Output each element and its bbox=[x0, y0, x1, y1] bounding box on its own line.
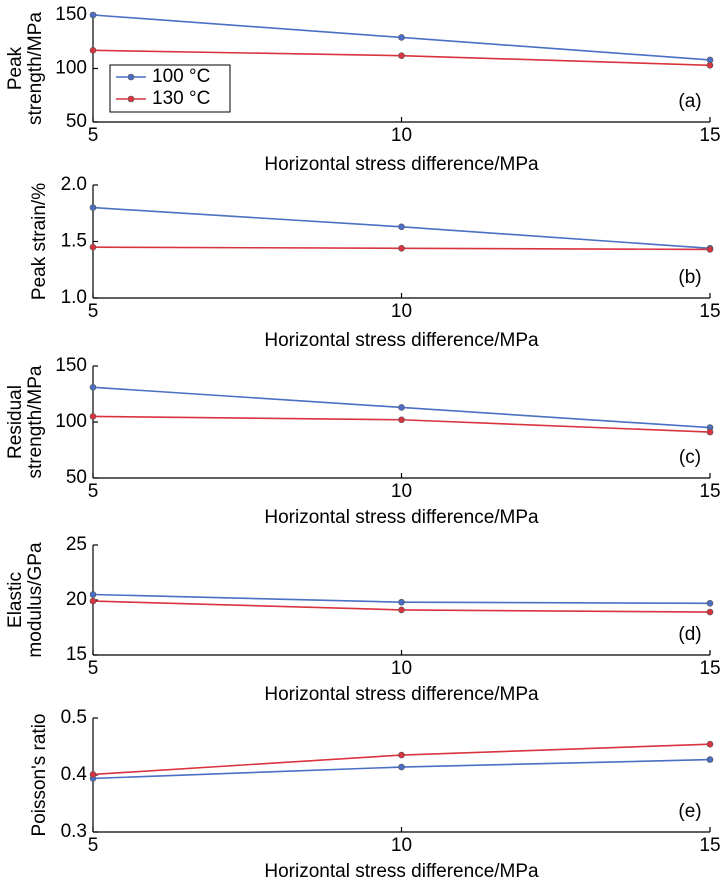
x-tick-label: 10 bbox=[391, 301, 412, 322]
x-axis-label: Horizontal stress difference/MPa bbox=[264, 154, 539, 175]
y-tick-label: 1.5 bbox=[61, 231, 87, 252]
y-axis-label: Peak bbox=[5, 46, 26, 90]
data-point bbox=[706, 246, 714, 253]
legend-label: 100 °C bbox=[152, 66, 210, 87]
data-point bbox=[398, 34, 405, 41]
data-point bbox=[89, 771, 97, 778]
y-axis-label: Poisson's ratio bbox=[29, 714, 50, 837]
data-point bbox=[706, 599, 714, 607]
data-point bbox=[398, 751, 405, 759]
data-point bbox=[398, 416, 405, 424]
y-tick-label: 50 bbox=[66, 111, 87, 132]
data-point bbox=[89, 47, 97, 54]
y-tick-label: 0.4 bbox=[61, 764, 88, 785]
y-tick-label: 2.0 bbox=[61, 174, 87, 195]
x-tick-label: 15 bbox=[699, 658, 720, 679]
x-tick-label: 5 bbox=[88, 481, 99, 502]
panel-label: (a) bbox=[678, 91, 701, 112]
x-tick-label: 15 bbox=[699, 125, 720, 146]
y-tick-label: 100 bbox=[55, 58, 87, 79]
data-point bbox=[89, 383, 97, 391]
y-tick-label: 100 bbox=[55, 411, 87, 432]
panel-label: (b) bbox=[678, 267, 701, 288]
data-point bbox=[706, 428, 714, 436]
x-axis-label: Horizontal stress difference/MPa bbox=[264, 861, 539, 882]
y-axis-label: strength/MPa bbox=[25, 365, 46, 478]
x-tick-label: 15 bbox=[699, 835, 720, 856]
y-tick-label: 20 bbox=[66, 589, 87, 610]
data-point bbox=[89, 413, 97, 420]
y-tick-label: 50 bbox=[66, 467, 87, 488]
data-point bbox=[398, 404, 405, 411]
data-point bbox=[89, 204, 97, 211]
data-point bbox=[398, 763, 405, 771]
y-tick-label: 150 bbox=[55, 4, 87, 25]
panel-label: (e) bbox=[678, 801, 701, 822]
data-point bbox=[89, 243, 97, 251]
x-tick-label: 10 bbox=[391, 481, 412, 502]
x-tick-label: 5 bbox=[88, 658, 99, 679]
data-point bbox=[706, 61, 714, 69]
data-point bbox=[398, 606, 405, 614]
y-axis-label: strength/MPa bbox=[25, 12, 46, 125]
panel-label: (c) bbox=[679, 447, 701, 468]
data-point bbox=[89, 597, 97, 605]
panel-label: (d) bbox=[678, 624, 701, 645]
data-point bbox=[398, 244, 405, 252]
y-axis-label: Peak strain/% bbox=[29, 183, 50, 300]
data-point bbox=[706, 756, 714, 763]
x-axis-label: Horizontal stress difference/MPa bbox=[264, 507, 539, 528]
data-point bbox=[706, 608, 714, 616]
data-point bbox=[706, 740, 714, 748]
x-tick-label: 10 bbox=[391, 125, 412, 146]
y-tick-label: 1.0 bbox=[61, 287, 87, 308]
x-tick-label: 10 bbox=[391, 658, 412, 679]
x-tick-label: 10 bbox=[391, 835, 412, 856]
x-tick-label: 5 bbox=[88, 835, 99, 856]
x-axis-label: Horizontal stress difference/MPa bbox=[264, 330, 539, 351]
data-point bbox=[89, 591, 97, 598]
data-point bbox=[398, 223, 405, 231]
data-point bbox=[398, 598, 405, 606]
x-tick-label: 5 bbox=[88, 125, 99, 146]
y-tick-label: 0.3 bbox=[61, 821, 87, 842]
y-axis-label: Elastic bbox=[5, 572, 26, 628]
legend-label: 130 °C bbox=[152, 88, 210, 109]
y-tick-label: 15 bbox=[66, 644, 87, 665]
data-point bbox=[398, 52, 405, 59]
y-tick-label: 25 bbox=[66, 534, 87, 555]
legend-marker bbox=[127, 73, 135, 81]
x-tick-label: 15 bbox=[699, 481, 720, 502]
y-tick-label: 0.5 bbox=[61, 707, 87, 728]
y-tick-label: 150 bbox=[55, 355, 87, 376]
legend-marker bbox=[127, 95, 135, 103]
x-axis-label: Horizontal stress difference/MPa bbox=[264, 684, 539, 705]
y-axis-label: Residual bbox=[5, 385, 26, 459]
y-axis-label: modulus/GPa bbox=[25, 542, 46, 658]
data-point bbox=[89, 11, 97, 19]
legend-box bbox=[109, 64, 231, 113]
x-tick-label: 15 bbox=[699, 301, 720, 322]
x-tick-label: 5 bbox=[88, 301, 99, 322]
